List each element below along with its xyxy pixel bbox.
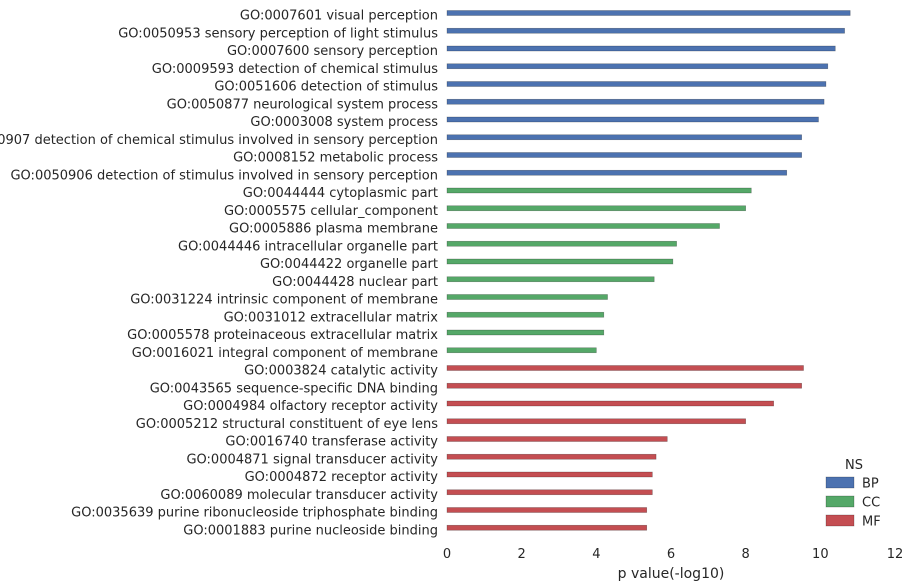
y-tick-label: GO:0003824 catalytic activity [244, 364, 438, 379]
x-tick-label: 8 [742, 547, 750, 562]
bar-mf [446, 507, 648, 513]
legend-label-bp: BP [862, 477, 879, 492]
x-tick-label: 12 [887, 547, 904, 562]
y-tick-label: GO:0031012 extracellular matrix [224, 310, 439, 325]
y-tick-label: GO:0001883 purine nucleoside binding [183, 523, 438, 538]
x-axis-ticks: 0 2 4 6 8 10 12 [443, 547, 903, 562]
legend-title: NS [845, 458, 863, 473]
x-tick-label: 2 [518, 547, 526, 562]
legend-label-cc: CC [862, 496, 880, 511]
x-tick-label: 0 [443, 547, 451, 562]
y-tick-label: GO:0043565 sequence-specific DNA binding [150, 381, 438, 396]
bar-mf [446, 471, 653, 478]
y-tick-label: GO:0004871 signal transducer activity [186, 452, 438, 467]
bar-mf [446, 365, 804, 371]
bar-mf [446, 524, 648, 531]
bar-bp [446, 63, 829, 70]
legend-swatch-mf [825, 514, 855, 527]
y-tick-label: GO:0060089 molecular transducer activity [160, 488, 438, 503]
legend-swatch-bp [825, 476, 855, 489]
bar-cc [446, 187, 752, 194]
y-tick-label: GO:0016740 transferase activity [225, 435, 438, 450]
bar-mf [446, 418, 746, 425]
y-tick-label: GO:0044446 intracellular organelle part [178, 239, 438, 254]
bar-bp [446, 45, 836, 52]
y-tick-label: GO:0035639 purine ribonucleoside triphos… [71, 506, 438, 521]
bar-cc [446, 276, 655, 283]
bar-bp [446, 152, 802, 158]
bar-bp [446, 98, 825, 105]
y-tick-label: GO:0005212 structural constituent of eye… [136, 417, 438, 432]
bar-mf [446, 489, 653, 496]
x-tick-label: 4 [592, 547, 600, 562]
y-tick-label: GO:0050877 neurological system process [167, 97, 439, 112]
bar-cc [446, 311, 605, 318]
y-tick-label: GO:0007601 visual perception [240, 9, 438, 24]
y-tick-label: GO:0004872 receptor activity [245, 470, 439, 485]
y-tick-label: GO:0044428 nuclear part [272, 275, 438, 290]
y-tick-label: GO:0050906 detection of stimulus involve… [10, 168, 438, 183]
bar-cc [446, 294, 608, 300]
bar-cc [446, 329, 605, 336]
bar-bp [446, 10, 851, 16]
bar-cc [446, 223, 720, 229]
y-tick-label: GO:0051606 detection of stimulus [214, 80, 438, 95]
y-tick-label: GO:0005886 plasma membrane [229, 222, 438, 237]
y-tick-label: GO:0007600 sensory perception [227, 44, 438, 59]
y-tick-label: GO:0044422 organelle part [260, 257, 438, 272]
bar-cc [446, 347, 597, 354]
y-tick-label: GO:0044444 cytoplasmic part [243, 186, 438, 201]
bar-bp [446, 169, 788, 176]
bar-bp [446, 27, 845, 34]
y-tick-label: GO:0016021 integral component of membran… [132, 346, 438, 361]
y-tick-label: GO:0005578 proteinaceous extracellular m… [127, 328, 438, 343]
legend: NS BP CC MF [825, 458, 881, 530]
x-tick-label: 6 [667, 547, 675, 562]
bar-mf [446, 436, 668, 442]
bar-cc [446, 258, 674, 265]
bar-bp [446, 134, 802, 141]
bars-layer [446, 10, 851, 531]
bar-mf [446, 400, 774, 407]
x-axis-label: p value(-log10) [618, 566, 725, 582]
bar-cc [446, 240, 677, 247]
y-tick-label: GO:0003008 system process [250, 115, 438, 130]
y-axis-labels: GO:0007601 visual perception GO:0050953 s… [0, 9, 438, 539]
bar-cc [446, 205, 746, 212]
bar-bp [446, 116, 819, 123]
y-tick-label: GO:0050907 detection of chemical stimulu… [0, 133, 438, 148]
y-tick-label: GO:0009593 detection of chemical stimulu… [152, 62, 438, 77]
y-tick-label: GO:0008152 metabolic process [233, 151, 438, 166]
legend-label-mf: MF [862, 515, 881, 530]
y-tick-label: GO:0005575 cellular_component [224, 204, 438, 219]
bar-bp [446, 81, 827, 87]
bar-mf [446, 382, 802, 389]
x-tick-label: 10 [812, 547, 829, 562]
y-tick-label: GO:0004984 olfactory receptor activity [183, 399, 438, 414]
bar-mf [446, 453, 657, 460]
legend-swatch-cc [825, 495, 855, 508]
y-tick-label: GO:0050953 sensory perception of light s… [118, 26, 438, 41]
y-tick-label: GO:0031224 intrinsic component of membra… [130, 293, 438, 308]
